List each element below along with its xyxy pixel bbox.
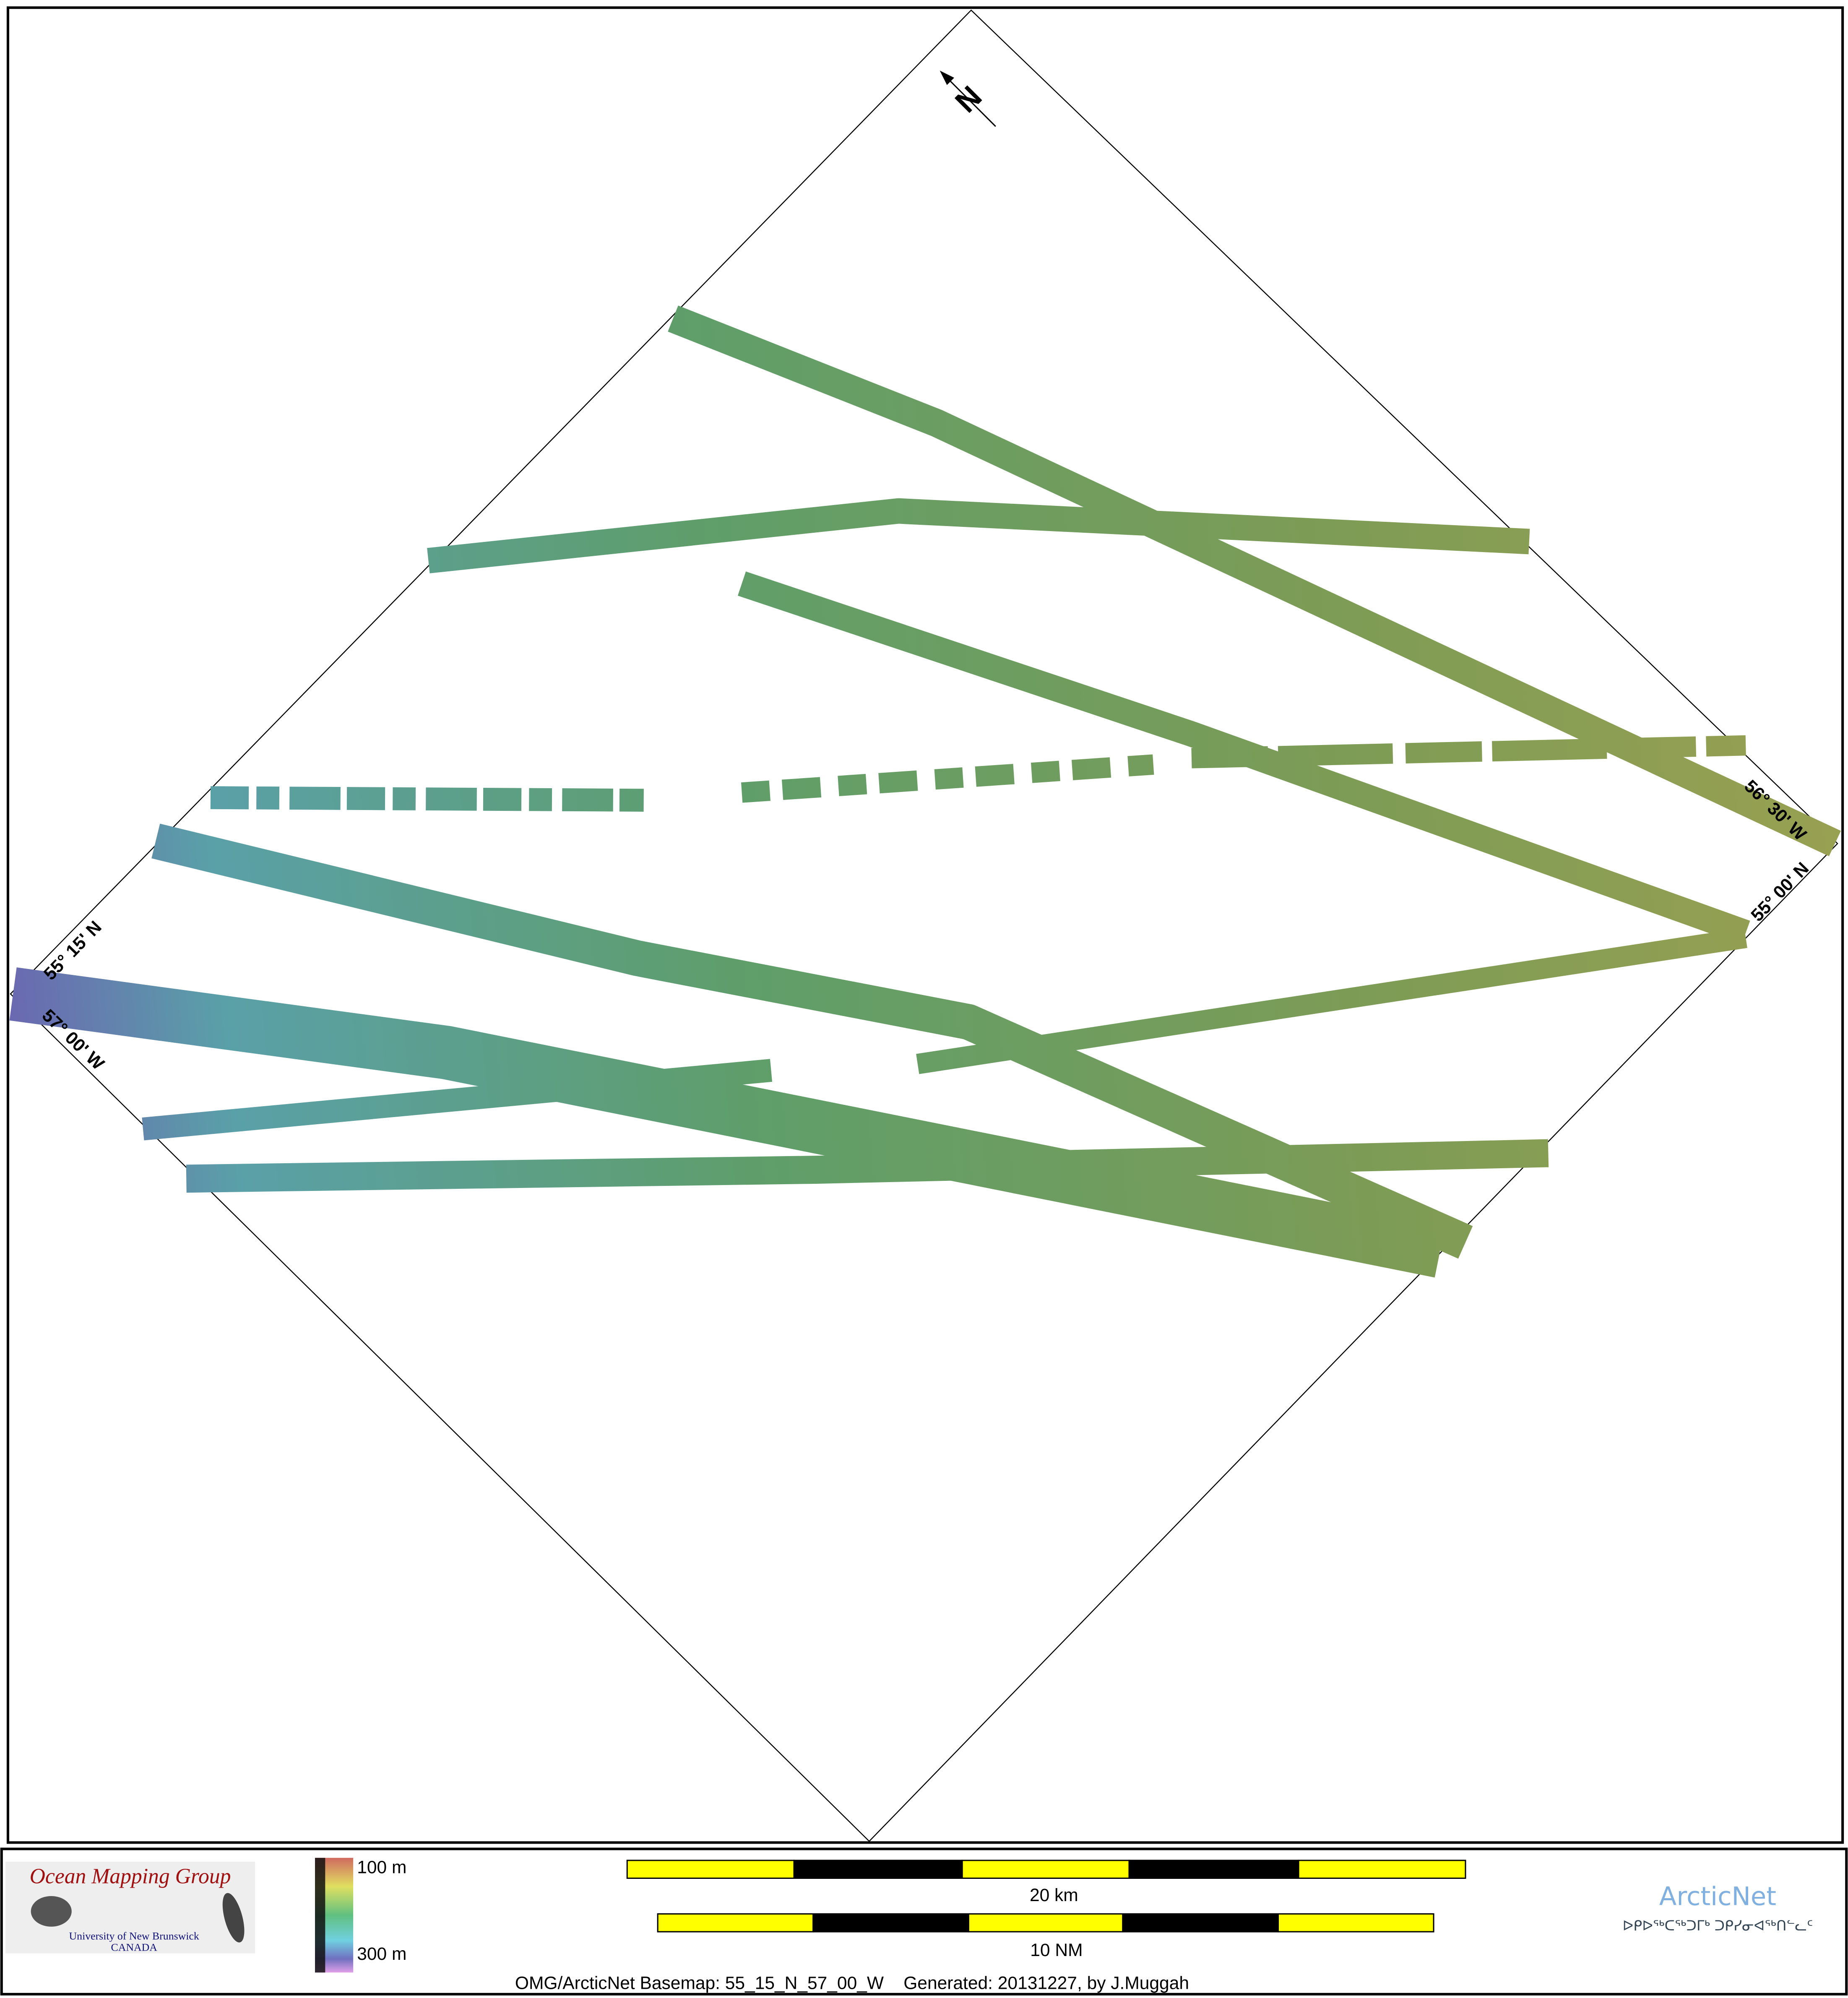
scale-bar-nm-label: 10 NM — [1030, 1941, 1083, 1960]
swath — [9, 967, 1445, 1278]
bathymetry-swaths — [9, 305, 1841, 1278]
swath — [668, 305, 1841, 857]
omg-logo: Ocean Mapping Group University of New Br… — [5, 1861, 255, 1954]
swath — [737, 571, 1750, 945]
depth-top-label: 100 m — [357, 1857, 406, 1877]
omg-logo-title: Ocean Mapping Group — [30, 1865, 231, 1889]
arcticnet-logo-title: ArcticNet — [1659, 1882, 1776, 1911]
scale-bar-km — [626, 1860, 1466, 1879]
arcticnet-logo-subtitle: ᐅᑭᐅᖅᑕᖅᑐᒥᒃ ᑐᑭᓯᓂᐊᖅᑎᓪᓚᑦ — [1623, 1917, 1813, 1934]
omg-logo-line1: University of New Brunswick — [69, 1930, 199, 1942]
swath — [427, 498, 1530, 573]
map-caption: OMG/ArcticNet Basemap: 55_15_N_57_00_W G… — [515, 1974, 1189, 1993]
swath — [1191, 735, 1746, 768]
swath — [916, 927, 1747, 1074]
depth-bottom-label: 300 m — [357, 1944, 406, 1964]
scale-bar-km-label: 20 km — [1030, 1886, 1078, 1905]
omg-logo-line2: CANADA — [111, 1941, 157, 1954]
scale-bar-nm — [657, 1913, 1434, 1933]
map-frame — [6, 6, 1844, 1844]
swath — [186, 1139, 1549, 1193]
swath — [142, 1059, 773, 1141]
swath — [210, 786, 644, 812]
swath — [151, 823, 1473, 1259]
map-extent-diamond — [10, 9, 1838, 1842]
swath — [741, 754, 1154, 803]
depth-colorbar: 100 m 300 m — [315, 1857, 406, 1973]
